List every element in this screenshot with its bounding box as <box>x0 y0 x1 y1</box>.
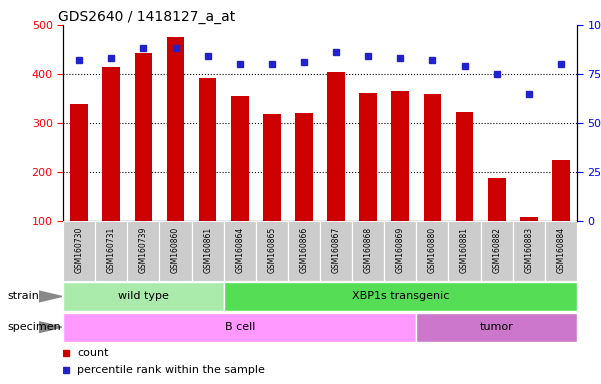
Text: specimen: specimen <box>8 322 61 332</box>
Bar <box>192 221 224 281</box>
Bar <box>224 221 256 281</box>
Bar <box>159 221 192 281</box>
Bar <box>456 112 474 221</box>
Bar <box>102 66 120 221</box>
Text: wild type: wild type <box>118 291 169 301</box>
Bar <box>95 221 127 281</box>
Bar <box>63 313 416 342</box>
Bar <box>416 313 577 342</box>
Text: GSM160864: GSM160864 <box>235 227 244 273</box>
Text: tumor: tumor <box>480 322 513 332</box>
Bar <box>352 221 384 281</box>
Bar <box>127 221 159 281</box>
Bar <box>359 93 377 221</box>
Bar <box>295 113 313 221</box>
Text: GSM160861: GSM160861 <box>203 227 212 273</box>
Text: GDS2640 / 1418127_a_at: GDS2640 / 1418127_a_at <box>58 10 235 24</box>
Bar <box>391 91 409 221</box>
Bar <box>231 96 249 221</box>
Bar <box>424 94 441 221</box>
Text: GSM160881: GSM160881 <box>460 227 469 273</box>
Bar <box>545 221 577 281</box>
Text: GSM160883: GSM160883 <box>524 227 533 273</box>
Text: percentile rank within the sample: percentile rank within the sample <box>77 365 265 375</box>
Bar <box>263 114 281 221</box>
Bar <box>224 282 577 311</box>
Text: GSM160867: GSM160867 <box>332 227 341 273</box>
Bar <box>328 73 345 221</box>
Text: GSM160866: GSM160866 <box>299 227 308 273</box>
Text: GSM160865: GSM160865 <box>267 227 276 273</box>
Bar <box>513 221 545 281</box>
Bar <box>70 104 88 221</box>
Bar <box>63 221 95 281</box>
Text: GSM160739: GSM160739 <box>139 227 148 273</box>
Bar <box>488 178 505 221</box>
Bar <box>63 282 224 311</box>
Text: XBP1s transgenic: XBP1s transgenic <box>352 291 449 301</box>
Text: GSM160731: GSM160731 <box>107 227 116 273</box>
Text: strain: strain <box>8 291 40 301</box>
Polygon shape <box>39 322 62 333</box>
Bar <box>552 160 570 221</box>
Bar <box>448 221 481 281</box>
Text: B cell: B cell <box>225 322 255 332</box>
Bar <box>320 221 352 281</box>
Bar <box>199 78 216 221</box>
Text: GSM160730: GSM160730 <box>75 227 84 273</box>
Text: GSM160884: GSM160884 <box>557 227 566 273</box>
Bar <box>288 221 320 281</box>
Bar <box>384 221 416 281</box>
Bar <box>520 217 538 221</box>
Text: GSM160869: GSM160869 <box>396 227 405 273</box>
Polygon shape <box>39 291 62 302</box>
Bar <box>416 221 448 281</box>
Bar <box>135 53 152 221</box>
Text: GSM160868: GSM160868 <box>364 227 373 273</box>
Bar <box>481 221 513 281</box>
Text: count: count <box>77 348 108 358</box>
Text: GSM160880: GSM160880 <box>428 227 437 273</box>
Bar <box>166 37 185 221</box>
Text: GSM160860: GSM160860 <box>171 227 180 273</box>
Text: GSM160882: GSM160882 <box>492 227 501 273</box>
Bar <box>256 221 288 281</box>
